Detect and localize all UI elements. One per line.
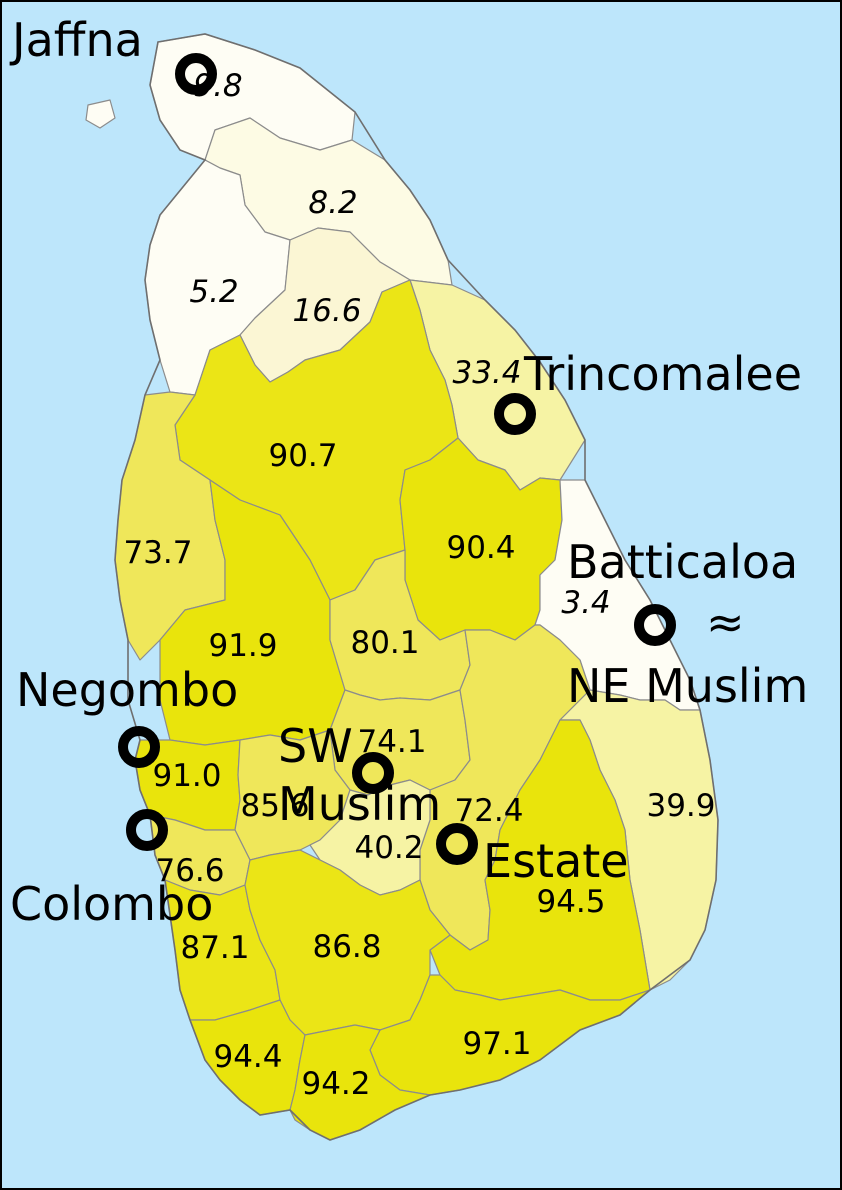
value-monaragala: 94.5 — [536, 884, 605, 920]
value-polonnaruwa: 90.4 — [446, 530, 515, 566]
value-batticaloa: 3.4 — [561, 585, 610, 621]
value-kilinochchi-mullaitivu: 8.2 — [308, 185, 357, 221]
value-galle: 94.4 — [213, 1039, 282, 1075]
value-ratnapura: 86.8 — [312, 929, 381, 965]
value-anuradhapura: 90.7 — [268, 438, 337, 474]
label-colombo: Colombo — [10, 877, 213, 931]
value-ampara: 39.9 — [646, 788, 715, 824]
label-jaffna: Jaffna — [9, 13, 143, 67]
label-negombo: Negombo — [16, 663, 238, 717]
value-badulla: 72.4 — [454, 793, 523, 829]
label-ne-muslim: NE Muslim — [567, 659, 808, 713]
value-kegalle: 85.6 — [240, 788, 309, 824]
label-sw: SW — [278, 719, 353, 773]
label-muslim: Muslim — [278, 777, 441, 831]
label-approx: ≈ — [706, 595, 745, 649]
region-jaffna-islet — [85, 99, 116, 129]
value-matale: 80.1 — [350, 625, 419, 661]
value-kalutara: 87.1 — [180, 930, 249, 966]
value-matara: 94.2 — [301, 1066, 370, 1102]
label-trincomalee: Trincomalee — [523, 347, 802, 401]
marker-colombo — [126, 809, 168, 851]
value-gampaha: 91.0 — [152, 758, 221, 794]
value-puttalam: 73.7 — [123, 535, 192, 571]
marker-trincomalee — [494, 393, 536, 435]
value-mannar: 5.2 — [189, 274, 238, 310]
city-labels: Jaffna Trincomalee Batticaloa ≈ NE Musli… — [9, 13, 808, 931]
value-vavuniya: 16.6 — [292, 293, 361, 329]
value-trincomalee: 33.4 — [452, 355, 521, 391]
marker-sw-muslim — [352, 752, 394, 794]
marker-batticaloa — [634, 604, 676, 646]
marker-negombo — [118, 726, 160, 768]
value-kurunegala: 91.9 — [208, 628, 277, 664]
value-nuwara-eliya: 40.2 — [354, 830, 423, 866]
marker-estate — [436, 823, 478, 865]
value-hambantota: 97.1 — [462, 1026, 531, 1062]
label-batticaloa: Batticaloa — [567, 535, 798, 589]
district-values: 9.8 8.2 5.2 16.6 33.4 90.7 73.7 90.4 3.4… — [123, 68, 715, 1102]
value-colombo: 76.6 — [155, 853, 224, 889]
coastline — [114, 33, 719, 1141]
marker-jaffna — [175, 53, 217, 95]
label-estate: Estate — [483, 834, 629, 888]
city-markers — [118, 53, 676, 865]
